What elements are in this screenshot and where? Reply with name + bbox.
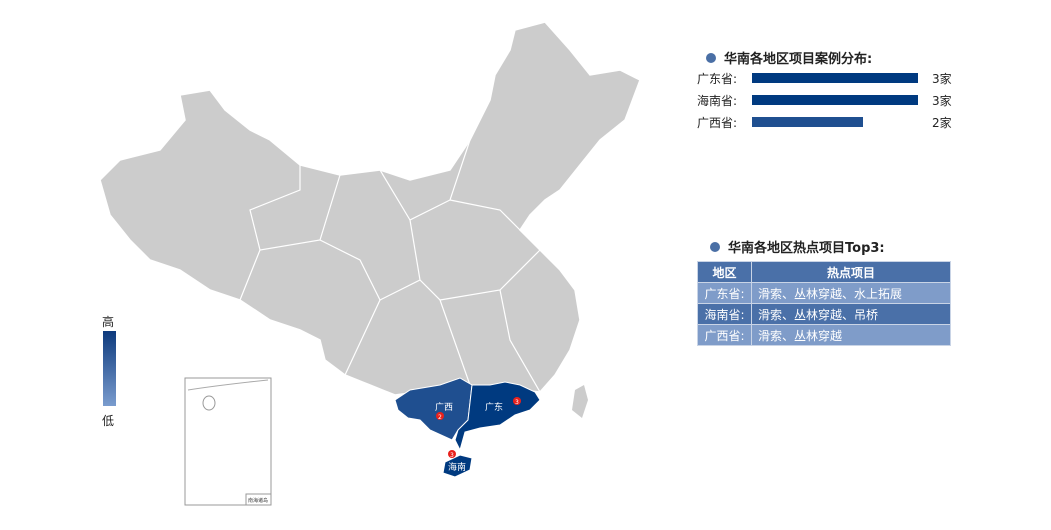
bar-label: 广东省: bbox=[697, 71, 738, 86]
bar-value: 2家 bbox=[932, 115, 952, 130]
bar-row: 广西省: 2家 bbox=[697, 114, 957, 130]
bar-value: 3家 bbox=[932, 71, 952, 86]
province-borders bbox=[239, 139, 541, 393]
inset-label: 南海诸岛 bbox=[248, 497, 268, 504]
label-hainan: 海南 bbox=[448, 461, 466, 473]
taiwan bbox=[572, 385, 588, 418]
svg-text:3: 3 bbox=[515, 399, 519, 406]
bar-row: 海南省: 3家 bbox=[697, 92, 957, 108]
label-guangxi: 广西 bbox=[435, 401, 453, 413]
bar bbox=[752, 95, 918, 105]
marker-guangdong[interactable]: 3 bbox=[513, 397, 521, 406]
legend-high: 高 bbox=[102, 315, 115, 329]
region-hainan[interactable] bbox=[442, 454, 473, 478]
legend-gradient bbox=[103, 331, 116, 406]
china-outline bbox=[99, 21, 641, 396]
bar-value: 3家 bbox=[932, 93, 952, 108]
south-china-sea-inset: 南海诸岛 bbox=[184, 377, 272, 506]
svg-text:2: 2 bbox=[438, 414, 442, 421]
table-row: 广西省: 滑索、丛林穿越 bbox=[697, 324, 951, 346]
bar bbox=[752, 117, 863, 127]
bar-row: 广东省: 3家 bbox=[697, 70, 957, 86]
bar bbox=[752, 73, 918, 83]
bar-label: 海南省: bbox=[697, 93, 738, 108]
legend-low: 低 bbox=[102, 414, 115, 428]
table-row: 广东省: 滑索、丛林穿越、水上拓展 bbox=[697, 282, 951, 304]
marker-guangxi[interactable]: 2 bbox=[436, 412, 444, 421]
bullet-icon bbox=[706, 52, 716, 63]
svg-text:3: 3 bbox=[450, 452, 454, 459]
bar-label: 广西省: bbox=[697, 115, 738, 130]
label-guangdong: 广东 bbox=[485, 401, 503, 413]
distribution-title: 华南各地区项目案例分布: bbox=[706, 48, 872, 67]
top3-table: 地区 热点项目 广东省: 滑索、丛林穿越、水上拓展 海南省: 滑索、丛林穿越、吊桥 广… bbox=[697, 261, 951, 346]
marker-hainan[interactable]: 3 bbox=[448, 450, 456, 459]
top3-title: 华南各地区热点项目Top3: bbox=[710, 237, 885, 256]
table-row: 海南省: 滑索、丛林穿越、吊桥 bbox=[697, 303, 951, 325]
china-map: 广西 广东 海南 2 3 3 南海诸岛 bbox=[99, 21, 641, 506]
bullet-icon bbox=[710, 241, 720, 252]
